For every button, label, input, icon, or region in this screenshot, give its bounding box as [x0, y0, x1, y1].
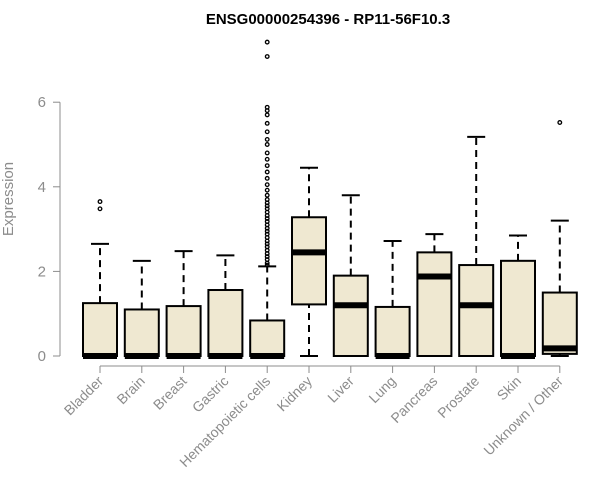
box-body	[416, 251, 453, 358]
chart-title: ENSG00000254396 - RP11-56F10.3	[206, 11, 450, 28]
box-group	[541, 120, 578, 357]
outlier-point	[264, 104, 270, 110]
box-body	[541, 291, 578, 355]
box-group	[374, 239, 411, 359]
outlier-point	[264, 129, 270, 135]
outlier-point	[264, 112, 270, 118]
x-tick-label: Liver	[324, 373, 357, 406]
x-tick-label: Brain	[113, 373, 147, 407]
y-tick-label: 6	[38, 94, 46, 111]
outlier-point	[264, 175, 270, 181]
x-tick-label: Kidney	[274, 373, 316, 415]
outlier-point	[264, 39, 270, 45]
y-axis-label: Expression	[0, 162, 17, 236]
box-body	[458, 264, 495, 357]
x-tick-label: Prostate	[434, 373, 482, 421]
box-body	[82, 302, 118, 357]
box-body	[374, 305, 411, 358]
box-group	[458, 135, 495, 357]
x-tick-label: Lung	[365, 373, 398, 406]
outlier-point	[264, 136, 270, 142]
outlier-point	[264, 163, 270, 169]
y-tick-label: 0	[38, 348, 46, 365]
box-group	[500, 234, 536, 359]
box-group	[165, 250, 202, 359]
x-tick-label: Bladder	[61, 373, 107, 419]
box-body	[332, 274, 369, 358]
outlier-point	[264, 120, 270, 126]
box-group	[123, 259, 160, 359]
outlier-point	[97, 199, 103, 205]
outlier-point	[264, 169, 270, 175]
box-group	[416, 233, 453, 358]
boxes-group	[82, 39, 578, 359]
box-group	[207, 254, 244, 359]
outlier-point	[264, 156, 270, 162]
outlier-point	[97, 206, 103, 212]
box-body	[291, 216, 327, 306]
x-tick-label: Breast	[150, 373, 190, 413]
outlier-point	[264, 54, 270, 59]
box-group	[291, 166, 327, 357]
x-tick-label: Unknown / Other	[480, 373, 566, 459]
box-group	[332, 194, 369, 358]
box-body	[165, 305, 202, 357]
box-body	[249, 319, 286, 357]
box-body	[500, 259, 536, 358]
box-body	[207, 289, 244, 357]
outlier-point	[264, 187, 270, 193]
outlier-point	[264, 182, 270, 188]
outlier-point	[264, 192, 270, 198]
box-group	[249, 39, 286, 359]
outlier-point	[264, 142, 270, 147]
box-body	[123, 308, 160, 357]
y-tick-label: 4	[38, 179, 46, 196]
outlier-point	[264, 197, 270, 202]
outlier-point	[557, 120, 563, 125]
box-group	[82, 199, 118, 359]
outlier-point	[264, 262, 270, 268]
y-axis: 0 2 4 6	[38, 94, 61, 365]
outlier-point	[264, 150, 270, 156]
y-tick-label: 2	[38, 263, 46, 280]
x-tick-label: Skin	[494, 373, 525, 404]
